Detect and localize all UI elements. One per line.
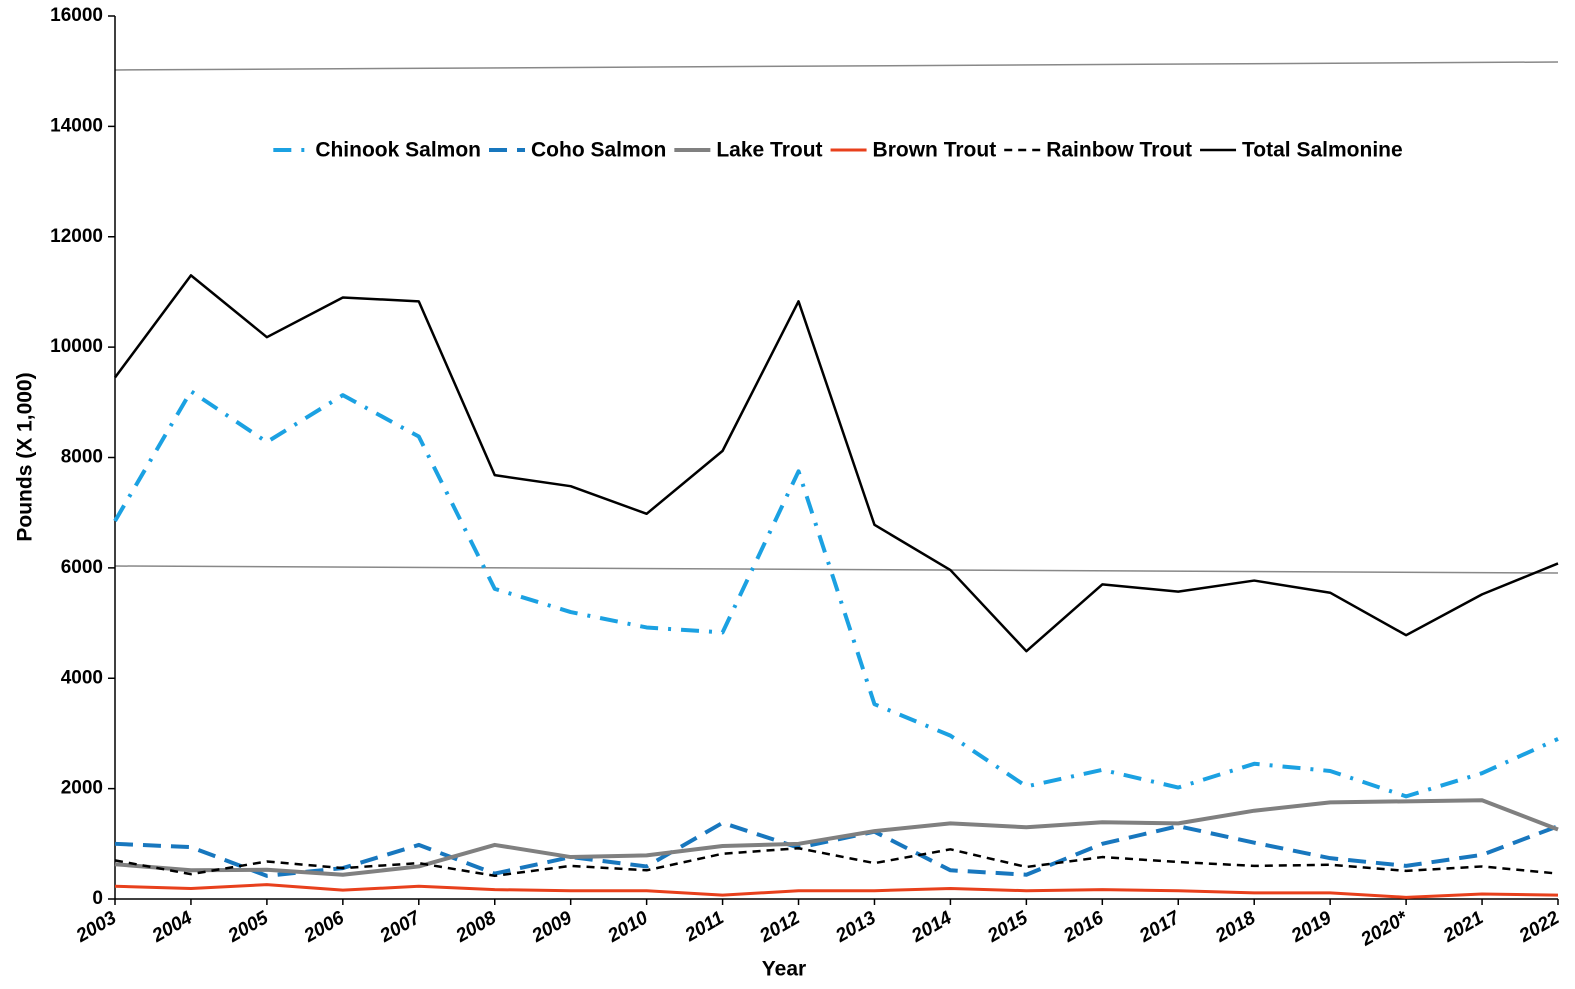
x-tick-label: 2017 [1135, 907, 1184, 948]
y-tick-label: 2000 [61, 778, 103, 799]
x-tick-label: 2021 [1439, 907, 1487, 947]
x-tick-label: 2019 [1287, 907, 1335, 947]
y-tick-label: 10000 [50, 336, 103, 357]
legend-label: Coho Salmon [531, 139, 666, 162]
x-tick-label: 2009 [528, 907, 576, 947]
y-tick-label: 4000 [61, 667, 103, 688]
y-tick-label: 0 [92, 888, 103, 909]
y-tick-label: 16000 [50, 5, 103, 26]
legend-label: Rainbow Trout [1046, 139, 1192, 162]
series-line [114, 820, 1559, 878]
reference-line [114, 61, 1559, 71]
x-tick-label: 2003 [72, 907, 120, 947]
y-axis-title: Pounds (X 1,000) [14, 372, 37, 541]
x-tick-label: 2010 [604, 907, 652, 947]
y-tick-label: 6000 [61, 557, 103, 578]
y-tick-label: 14000 [50, 115, 103, 136]
x-tick-label: 2012 [756, 907, 804, 947]
series-line [114, 798, 1559, 877]
series-line [113, 389, 1559, 799]
x-tick-label: 2006 [300, 907, 348, 947]
series-line [114, 846, 1559, 878]
x-tick-label: 2016 [1059, 907, 1107, 947]
x-tick-label: 2007 [376, 907, 425, 948]
x-tick-label: 2022 [1515, 907, 1563, 947]
legend-label: Total Salmonine [1242, 139, 1403, 162]
x-tick-label: 2005 [224, 907, 272, 947]
legend-label: Chinook Salmon [315, 139, 481, 162]
legend-label: Brown Trout [873, 139, 997, 162]
x-tick-label: 2015 [983, 907, 1031, 947]
y-tick-label: 8000 [61, 447, 103, 468]
x-tick-label: 2013 [831, 907, 879, 947]
series-line [114, 883, 1559, 899]
reference-line [114, 565, 1559, 574]
legend-label: Lake Trout [716, 139, 822, 162]
x-tick-label: 2018 [1211, 907, 1259, 947]
x-tick-label: 2020* [1357, 907, 1413, 951]
series-line [113, 274, 1559, 653]
x-tick-label: 2004 [148, 907, 196, 947]
x-axis-title: Year [762, 958, 806, 981]
x-tick-label: 2008 [452, 907, 500, 947]
x-tick-label: 2011 [681, 907, 728, 946]
x-tick-label: 2014 [907, 907, 955, 947]
y-tick-label: 12000 [50, 226, 103, 247]
